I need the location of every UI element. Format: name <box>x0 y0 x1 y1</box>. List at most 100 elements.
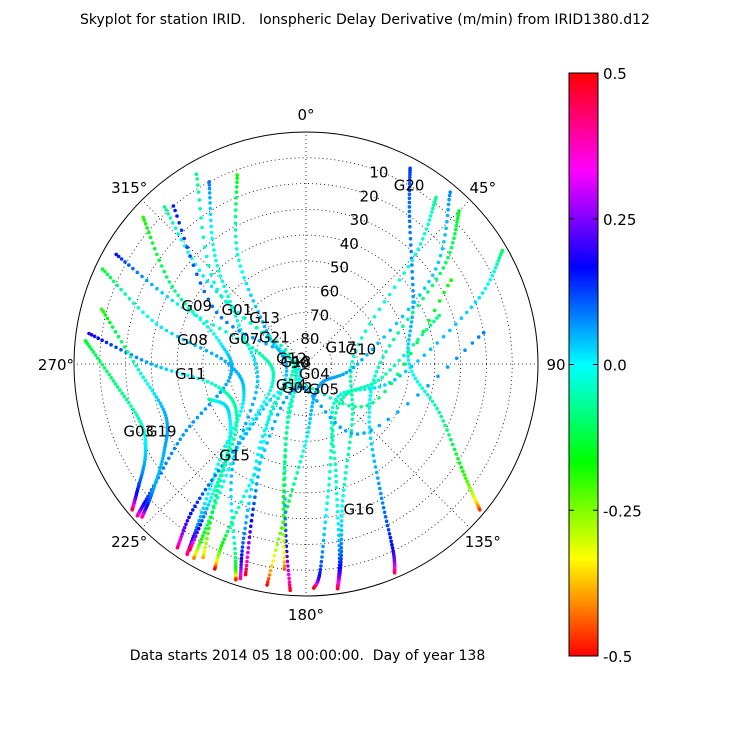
track-point <box>410 269 415 274</box>
track-point <box>424 227 429 231</box>
track-point <box>209 482 214 486</box>
track-point <box>291 369 295 374</box>
track-point <box>170 298 175 303</box>
track-point <box>173 289 177 293</box>
track-point <box>356 387 360 391</box>
track-point <box>285 420 290 425</box>
track-point <box>235 252 240 257</box>
track-point <box>409 351 413 356</box>
track-point <box>230 442 235 446</box>
track-point <box>298 373 302 378</box>
track-point <box>201 555 205 560</box>
track-point <box>305 434 309 439</box>
track-point <box>318 571 322 575</box>
track-point <box>244 489 249 493</box>
track-point <box>203 501 207 506</box>
track-point <box>337 552 342 557</box>
track-point <box>147 230 151 235</box>
track-point <box>402 271 407 275</box>
track-point <box>269 339 274 344</box>
track-point <box>226 362 231 366</box>
track-point <box>227 445 231 449</box>
track-point <box>354 348 358 353</box>
track-point <box>140 515 144 519</box>
track-point <box>182 236 186 241</box>
track-point <box>249 478 254 482</box>
track-point <box>281 520 286 524</box>
track-point <box>230 333 234 338</box>
track-point <box>421 237 425 241</box>
track-point <box>224 533 228 538</box>
elevation-tick-label: 90 <box>290 354 309 372</box>
track-point <box>350 423 354 427</box>
horizon-circle <box>73 131 539 597</box>
track-point <box>330 435 334 439</box>
track-point <box>242 391 246 396</box>
track-point <box>421 296 425 301</box>
track-point <box>319 564 323 568</box>
track-point <box>114 345 118 350</box>
track-point <box>402 362 407 367</box>
track-point <box>345 458 350 463</box>
track-point <box>286 568 291 573</box>
track-point <box>109 376 114 380</box>
track-point <box>189 511 193 516</box>
colorbar-tick-label: 0.0 <box>603 357 627 375</box>
track-point <box>284 395 289 400</box>
track-point <box>164 275 169 279</box>
track-point <box>368 436 373 441</box>
track-point <box>286 572 291 577</box>
track-point <box>154 478 159 482</box>
satellite-label-G18: G18 <box>280 353 311 371</box>
track-point <box>176 293 180 298</box>
track-point <box>337 560 342 564</box>
azimuth-tick-label: 180° <box>288 606 324 624</box>
track-point <box>396 410 400 414</box>
track-point <box>169 369 174 373</box>
track-point <box>383 515 388 519</box>
track-point <box>257 339 262 343</box>
track-point <box>406 307 411 312</box>
track-point <box>337 401 341 406</box>
track-point <box>269 384 274 389</box>
track-point <box>233 221 238 225</box>
track-point <box>427 279 431 284</box>
track-point <box>297 465 301 470</box>
track-point <box>160 459 164 464</box>
track-point <box>116 254 121 259</box>
track-point <box>166 211 170 216</box>
track-point <box>408 230 412 235</box>
track-point <box>248 494 252 499</box>
track-point <box>270 344 275 349</box>
track-point <box>212 280 216 285</box>
track-point <box>401 324 405 329</box>
track-point <box>201 534 205 538</box>
elevation-ring-30 <box>150 208 462 520</box>
track-point <box>332 456 337 461</box>
track-point <box>293 476 298 481</box>
track-point <box>445 213 450 218</box>
track-point <box>233 404 238 409</box>
track-point <box>148 385 152 390</box>
track-point <box>209 351 214 356</box>
track-G10 <box>367 209 461 575</box>
track-point <box>340 514 344 518</box>
track-point <box>347 446 351 451</box>
track-point <box>139 371 143 376</box>
track-point <box>207 526 211 531</box>
track-point <box>198 540 203 545</box>
track-point <box>416 359 420 363</box>
track-point <box>382 335 386 339</box>
track-point <box>282 560 287 564</box>
track-point <box>163 413 168 417</box>
track-point <box>335 503 340 508</box>
track-point <box>181 433 185 437</box>
track-point <box>264 396 269 400</box>
track-point <box>171 221 175 225</box>
track-point <box>408 172 412 177</box>
track-point <box>470 341 475 345</box>
track-point <box>145 314 150 319</box>
track-point <box>236 505 241 510</box>
track-point <box>318 567 323 572</box>
track-point <box>372 315 377 319</box>
